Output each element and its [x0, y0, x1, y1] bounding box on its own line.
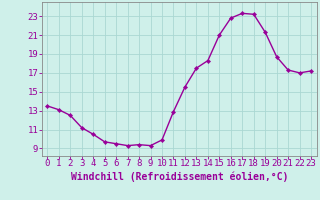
X-axis label: Windchill (Refroidissement éolien,°C): Windchill (Refroidissement éolien,°C)	[70, 171, 288, 182]
